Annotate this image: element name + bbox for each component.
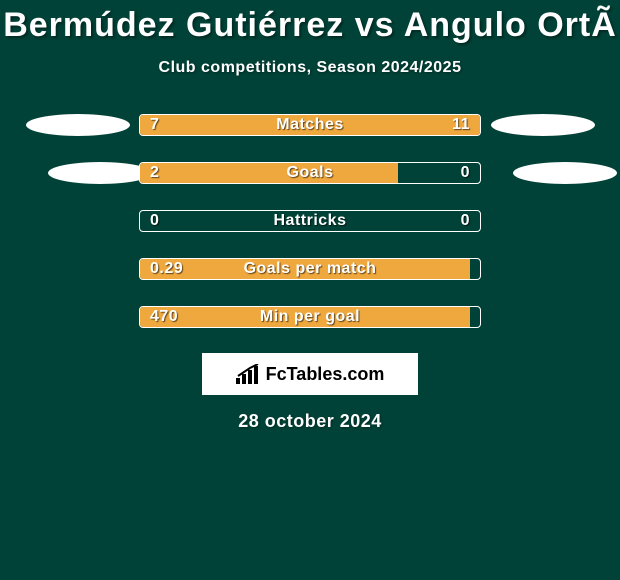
source-badge-text: FcTables.com: [266, 364, 385, 385]
stat-label: Matches: [140, 115, 480, 135]
right-oval-cell: [481, 162, 620, 184]
left-oval-cell: [0, 162, 139, 184]
chart-icon: [236, 364, 260, 384]
comparison-row: 7Matches11: [0, 113, 620, 137]
stat-bar: 0.29Goals per match: [139, 258, 481, 280]
page-subtitle: Club competitions, Season 2024/2025: [0, 59, 620, 77]
snapshot-date: 28 october 2024: [0, 411, 620, 432]
right-oval: [491, 114, 595, 136]
left-oval: [26, 114, 130, 136]
stat-label: Goals per match: [140, 259, 480, 279]
left-oval-cell: [0, 114, 139, 136]
comparison-row: 0.29Goals per match: [0, 257, 620, 281]
left-oval: [48, 162, 152, 184]
right-oval-cell: [481, 114, 620, 136]
comparison-rows: 7Matches112Goals00Hattricks00.29Goals pe…: [0, 113, 620, 329]
comparison-row: 2Goals0: [0, 161, 620, 185]
page-title: Bermúdez Gutiérrez vs Angulo OrtÃ: [0, 0, 620, 45]
stat-bar: 7Matches11: [139, 114, 481, 136]
stat-label: Hattricks: [140, 211, 480, 231]
stat-bar: 2Goals0: [139, 162, 481, 184]
comparison-row: 470Min per goal: [0, 305, 620, 329]
stat-label: Min per goal: [140, 307, 480, 327]
right-value: 0: [461, 163, 470, 183]
right-value: 11: [452, 115, 470, 135]
comparison-row: 0Hattricks0: [0, 209, 620, 233]
stat-bar: 470Min per goal: [139, 306, 481, 328]
right-value: 0: [461, 211, 470, 231]
right-oval: [513, 162, 617, 184]
source-badge: FcTables.com: [202, 353, 418, 395]
stat-bar: 0Hattricks0: [139, 210, 481, 232]
stat-label: Goals: [140, 163, 480, 183]
